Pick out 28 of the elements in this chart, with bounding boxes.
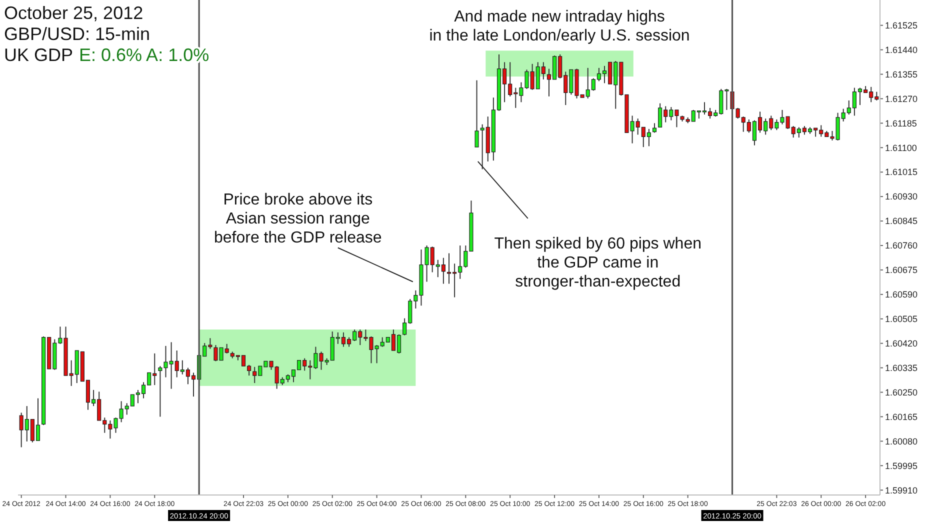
annotation: And made new intraday highs in the late London/early U.S. session bbox=[429, 8, 690, 45]
y-tick-label: 1.61270 bbox=[885, 94, 918, 104]
y-tick-label: 1.60505 bbox=[885, 314, 918, 324]
y-tick-label: 1.61185 bbox=[885, 118, 917, 128]
candlestick bbox=[652, 122, 657, 134]
y-tick-label: 1.60335 bbox=[885, 362, 918, 373]
y-tick-label: 1.60760 bbox=[885, 240, 918, 251]
y-tick-label: 1.60250 bbox=[885, 387, 918, 398]
y-tick-label: 1.61015 bbox=[885, 167, 918, 178]
text: GBP/USD: 15-min bbox=[4, 24, 150, 44]
y-tick-label: 1.60590 bbox=[885, 290, 918, 300]
chart-title: October 25, 2012 bbox=[4, 3, 144, 23]
y-tick-label: 1.59995 bbox=[885, 460, 918, 471]
annotation: UK GDP bbox=[4, 45, 74, 65]
y-tick-label: 1.61100 bbox=[885, 142, 917, 153]
candlestick bbox=[474, 80, 479, 148]
y-tick-label: 1.60080 bbox=[885, 436, 918, 446]
y-tick-label: 1.59910 bbox=[885, 485, 918, 496]
y-tick-label: 1.61440 bbox=[885, 44, 918, 55]
y-tick-label: 1.60930 bbox=[885, 192, 918, 202]
y-tick-label: 1.61355 bbox=[885, 69, 918, 80]
y-tick-label: 1.60420 bbox=[885, 338, 918, 348]
annotation: Then spiked by 60 pips when the GDP came in stronger-than-expected bbox=[494, 235, 702, 290]
y-tick-label: 1.60675 bbox=[885, 265, 918, 276]
y-tick-label: 1.60845 bbox=[885, 216, 918, 226]
y-tick-label: 1.61525 bbox=[885, 20, 918, 30]
y-tick-label: 1.60165 bbox=[885, 412, 918, 422]
annotation: Price broke above its Asian session range before the GDP release bbox=[214, 192, 382, 247]
